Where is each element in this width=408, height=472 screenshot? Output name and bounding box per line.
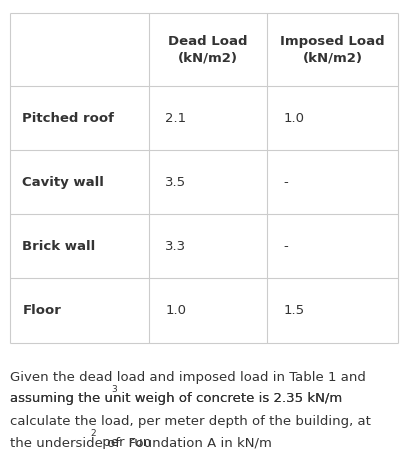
Text: 3: 3 [111,385,117,394]
Text: 1.5: 1.5 [284,304,305,317]
Text: Imposed Load
(kN/m2): Imposed Load (kN/m2) [280,34,385,65]
Text: calculate the load, per meter depth of the building, at: calculate the load, per meter depth of t… [10,414,371,428]
Text: Floor: Floor [22,304,61,317]
Text: Cavity wall: Cavity wall [22,176,104,189]
Text: 1.0: 1.0 [165,304,186,317]
Text: assuming the unit weigh of concrete is 2.35 kN/m: assuming the unit weigh of concrete is 2… [10,392,342,405]
Text: Pitched roof: Pitched roof [22,111,114,125]
Text: 1.0: 1.0 [284,111,304,125]
Text: 3.3: 3.3 [165,240,186,253]
Text: 3.5: 3.5 [165,176,186,189]
Text: Dead Load
(kN/m2): Dead Load (kN/m2) [169,34,248,65]
Text: -: - [284,240,288,253]
Text: 2.1: 2.1 [165,111,186,125]
Text: 2: 2 [91,429,96,438]
Text: assuming the unit weigh of concrete is 2.35 kN/m: assuming the unit weigh of concrete is 2… [10,392,342,405]
Text: Brick wall: Brick wall [22,240,96,253]
Text: -: - [284,176,288,189]
Text: per run: per run [98,436,151,449]
Text: the underside of  Foundation A in kN/m: the underside of Foundation A in kN/m [10,436,272,449]
Text: Given the dead load and imposed load in Table 1 and: Given the dead load and imposed load in … [10,371,366,384]
